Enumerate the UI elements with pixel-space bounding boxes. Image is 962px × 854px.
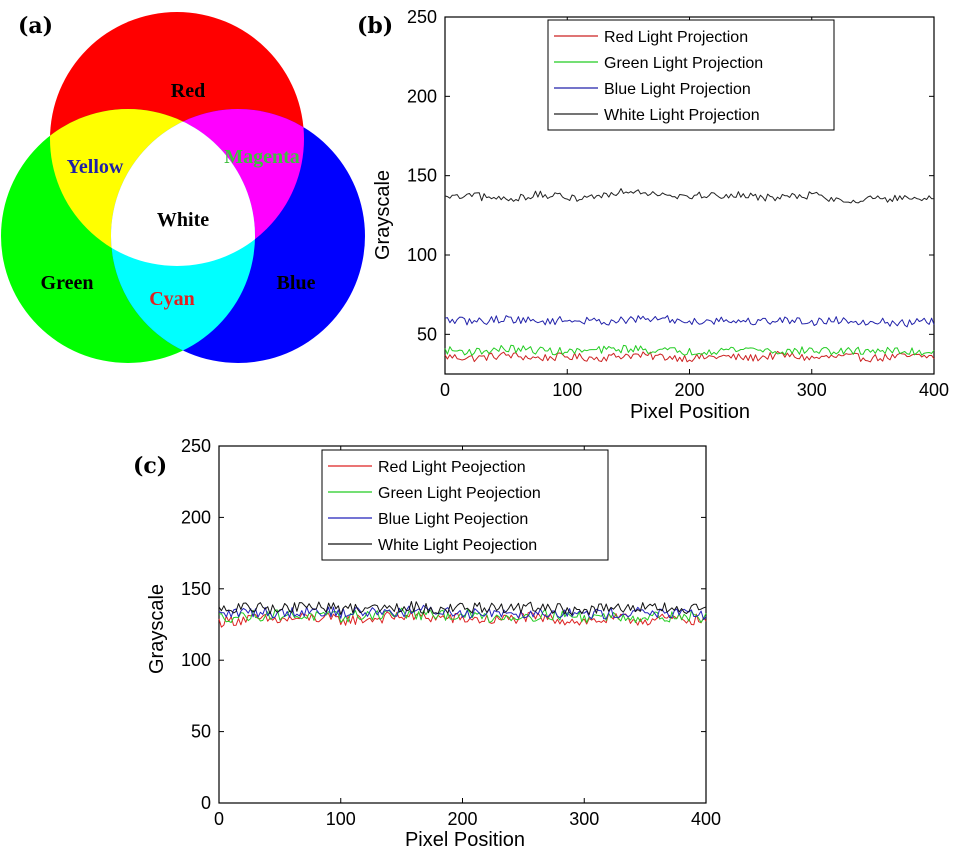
chart-b-xtick-label: 200 — [674, 380, 704, 400]
chart-b-ytick-label: 150 — [407, 166, 437, 186]
chart-b-series-3-line — [444, 315, 935, 328]
venn-label-red: Red — [171, 80, 205, 102]
chart-b-xtick-label: 0 — [440, 380, 450, 400]
chart-b-ylabel: Grayscale — [372, 170, 394, 260]
chart-c-xtick-label: 0 — [214, 809, 224, 829]
venn-label-magenta: Magenta — [224, 146, 300, 168]
chart-b-legend-label: White Light Projection — [604, 107, 760, 124]
venn-label-blue: Blue — [277, 272, 316, 294]
chart-c-legend-label: Red Light Peojection — [378, 459, 526, 476]
panel-label-a: (a) — [18, 13, 53, 39]
panel-label-c: (c) — [133, 453, 167, 479]
chart-b-xtick-label: 300 — [797, 380, 827, 400]
chart-c-ytick-label: 200 — [181, 507, 211, 527]
chart-c-ytick-label: 150 — [181, 579, 211, 599]
chart-c-ytick-label: 250 — [181, 436, 211, 456]
chart-b-xtick-label: 400 — [919, 380, 949, 400]
chart-c: Pixel Position Grayscale 0 100 200 300 400 0 5… — [146, 436, 721, 851]
chart-b-xtick-label: 100 — [552, 380, 582, 400]
chart-b-xlabel: Pixel Position — [630, 401, 750, 423]
panel-label-b: (b) — [357, 13, 393, 39]
chart-c-xtick-label: 400 — [691, 809, 721, 829]
chart-b-ytick-label: 250 — [407, 7, 437, 27]
chart-c-xtick-label: 300 — [569, 809, 599, 829]
chart-b-series-4-line — [444, 188, 935, 204]
chart-c-ylabel: Grayscale — [146, 584, 168, 674]
venn-label-green: Green — [41, 272, 94, 294]
chart-c-series-2-line — [218, 607, 707, 624]
chart-c-legend-label: Blue Light Peojection — [378, 511, 528, 528]
chart-b-ytick-label: 200 — [407, 86, 437, 106]
chart-c-legend-box — [321, 449, 609, 561]
chart-b-legend-label: Blue Light Projection — [604, 81, 751, 98]
chart-c-xtick-label: 100 — [326, 809, 356, 829]
chart-c-xlabel: Pixel Position — [405, 829, 525, 851]
venn-label-cyan: Cyan — [149, 288, 195, 310]
chart-c-series-4-line — [218, 601, 707, 616]
chart-b-legend-label: Red Light Projection — [604, 29, 748, 46]
chart-c-ytick-label: 50 — [191, 722, 211, 742]
chart-c-xtick-label: 200 — [447, 809, 477, 829]
chart-b-ytick-label: 50 — [417, 324, 437, 344]
chart-c-series-3-line — [218, 604, 707, 621]
chart-c-legend-label: Green Light Peojection — [378, 485, 541, 502]
venn-label-yellow: Yellow — [67, 156, 124, 178]
chart-b-series-2-line — [444, 344, 935, 356]
chart-b-legend-box — [547, 19, 835, 131]
white-region — [111, 109, 255, 266]
chart-c-ytick-label: 100 — [181, 650, 211, 670]
chart-b: Pixel Position Grayscale 0 100 200 300 400 50… — [372, 7, 949, 423]
chart-b-ytick-label: 100 — [407, 245, 437, 265]
chart-c-ytick-label: 0 — [201, 793, 211, 813]
rgb-venn-diagram: Red Yellow Magenta White Green Cyan Blue — [1, 12, 365, 363]
venn-label-white: White — [157, 209, 209, 231]
chart-b-legend-label: Green Light Projection — [604, 55, 763, 72]
chart-c-legend-label: White Light Peojection — [378, 537, 537, 554]
